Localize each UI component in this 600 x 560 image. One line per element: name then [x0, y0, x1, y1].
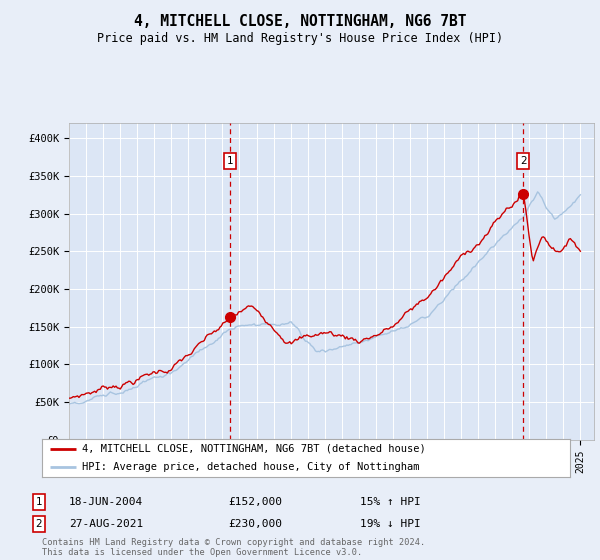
Text: 18-JUN-2004: 18-JUN-2004: [69, 497, 143, 507]
Text: 4, MITCHELL CLOSE, NOTTINGHAM, NG6 7BT (detached house): 4, MITCHELL CLOSE, NOTTINGHAM, NG6 7BT (…: [82, 444, 425, 454]
Text: HPI: Average price, detached house, City of Nottingham: HPI: Average price, detached house, City…: [82, 462, 419, 472]
Text: 27-AUG-2021: 27-AUG-2021: [69, 519, 143, 529]
Text: £230,000: £230,000: [228, 519, 282, 529]
Text: Price paid vs. HM Land Registry's House Price Index (HPI): Price paid vs. HM Land Registry's House …: [97, 32, 503, 45]
Text: 1: 1: [35, 497, 43, 507]
Text: 19% ↓ HPI: 19% ↓ HPI: [360, 519, 421, 529]
Text: 4, MITCHELL CLOSE, NOTTINGHAM, NG6 7BT: 4, MITCHELL CLOSE, NOTTINGHAM, NG6 7BT: [134, 14, 466, 29]
Text: 2: 2: [35, 519, 43, 529]
Text: 15% ↑ HPI: 15% ↑ HPI: [360, 497, 421, 507]
Text: 1: 1: [227, 156, 233, 166]
Text: £152,000: £152,000: [228, 497, 282, 507]
Text: Contains HM Land Registry data © Crown copyright and database right 2024.
This d: Contains HM Land Registry data © Crown c…: [42, 538, 425, 557]
Text: 2: 2: [520, 156, 527, 166]
